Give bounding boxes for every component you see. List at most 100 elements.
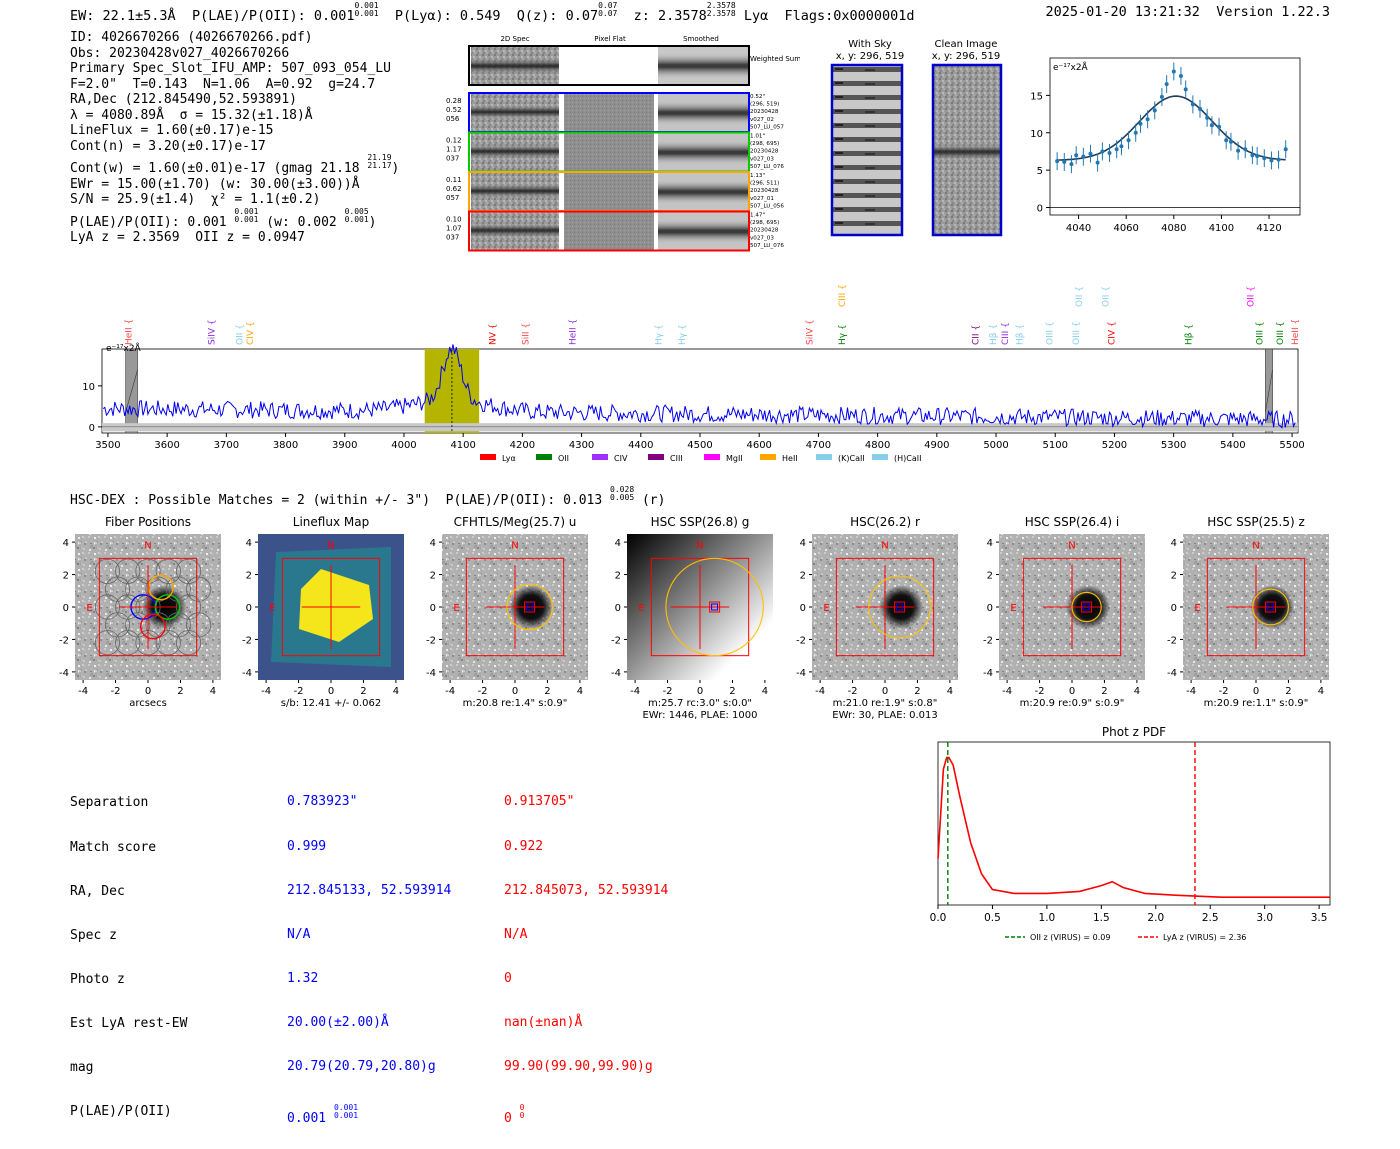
counterpart-box-blue xyxy=(711,603,719,611)
cutout-row-left-label: 0.10 xyxy=(446,216,462,224)
cutout-row-right-label: 507_LU_057 xyxy=(750,124,784,130)
cutout-row-left-label: 0.62 xyxy=(446,185,462,193)
panel-map-core xyxy=(299,569,373,642)
z-value: z: 2.3578 xyxy=(633,8,707,24)
counterpart-box-blue xyxy=(526,603,534,611)
y-tick-label: 2 xyxy=(1171,571,1177,582)
cutout-row-right-label: (298, 695) xyxy=(750,220,779,226)
info-radec: RA,Dec (212.845490,52.593891) xyxy=(70,92,297,107)
y-tick-label: 2 xyxy=(430,571,436,582)
emission-line-label: SiIV { xyxy=(207,319,217,345)
counterpart-box-blue xyxy=(1267,603,1275,611)
panel-title: HSC SSP(25.5) z xyxy=(1207,515,1305,529)
mask-hatch xyxy=(1265,369,1273,413)
x-tick-label: 0 xyxy=(145,686,151,697)
legend-swatch xyxy=(592,454,608,460)
fit-curve xyxy=(1057,95,1286,161)
panel-subtitle-2: EWr: 30, PLAE: 0.013 xyxy=(832,710,938,721)
info-primary: Primary Spec_Slot_IFU_AMP: 507_093_054_L… xyxy=(70,61,391,76)
compass-east: E xyxy=(823,603,829,614)
panel-subtitle: m:20.9 re:1.1" s:0.9" xyxy=(1204,698,1309,709)
legend-label: CIV xyxy=(614,454,628,463)
legend-label: (H)CaII xyxy=(894,454,921,463)
x-tick-label: -2 xyxy=(294,686,304,697)
legend-label: CIII xyxy=(670,454,683,463)
y-tick-label: -2 xyxy=(796,635,806,646)
fiber-circle xyxy=(145,576,171,602)
label-plae: P(LAE)/P(OII) xyxy=(70,1104,172,1120)
red-separation: 0.913705" xyxy=(504,794,575,810)
blue-radec: 212.845133, 52.593914 xyxy=(287,882,452,898)
data-point xyxy=(1262,156,1267,161)
x-tick-label: 3600 xyxy=(154,440,179,451)
data-point xyxy=(1209,123,1214,128)
y-tick-label: 0 xyxy=(89,423,95,434)
emission-line-label: CIV { xyxy=(1107,321,1117,345)
red-spec-z: N/A xyxy=(504,926,528,942)
legend-oii-label: OII z (VIRUS) = 0.09 xyxy=(1030,933,1110,942)
emission-line-label: OIII { xyxy=(1072,321,1082,345)
photz-curve xyxy=(937,756,1330,898)
cutout-row-left-label: 0.28 xyxy=(446,97,462,105)
compass-east: E xyxy=(86,603,92,614)
aperture-ellipse xyxy=(1252,588,1289,626)
search-box xyxy=(281,557,381,657)
cutout-row-left-label: 056 xyxy=(446,115,460,123)
y-tick-label: 0 xyxy=(246,603,252,614)
x-tick-label: 4 xyxy=(210,686,216,697)
data-point xyxy=(1062,159,1067,164)
data-point xyxy=(1243,147,1248,152)
image-panel: HSC SSP(25.5) z N E -4 -4 -2 -2 0 0 2 2 4 4 m:20.9 re… xyxy=(1167,515,1329,709)
legend-swatch xyxy=(536,454,552,460)
data-point xyxy=(1250,153,1255,158)
x-tick-label: 4200 xyxy=(510,440,535,451)
x-tick-label: -2 xyxy=(848,686,858,697)
data-point xyxy=(1269,158,1274,163)
data-point xyxy=(1217,124,1222,129)
cutout-row-right-label: v027_02 xyxy=(750,117,774,123)
x-tick-label: 2 xyxy=(177,686,183,697)
hsc-dex-summary: HSC-DEX : Possible Matches = 2 (within +… xyxy=(70,485,666,509)
x-tick-label: 5500 xyxy=(1279,440,1304,451)
x-tick-label: 2 xyxy=(1101,686,1107,697)
x-tick-label: 0 xyxy=(328,686,334,697)
y-tick-label: 4 xyxy=(1171,538,1177,549)
x-tick-label: 1.0 xyxy=(1039,912,1056,924)
panel-title: HSC SSP(26.4) i xyxy=(1025,515,1120,529)
detection-info: ID: 4026670266 (4026670266.pdf) Obs: 202… xyxy=(70,30,399,246)
aperture-ellipse xyxy=(868,575,931,639)
search-box xyxy=(465,557,565,657)
x-tick-label: -2 xyxy=(1035,686,1045,697)
x-tick-label: -4 xyxy=(630,686,640,697)
qz-value: Q(z): 0.07 xyxy=(516,8,599,24)
red-match-score: 0.922 xyxy=(504,838,544,854)
emission-line-label: OII { xyxy=(235,324,245,345)
panel-subtitle-2: EWr: 1446, PLAE: 1000 xyxy=(642,710,757,721)
counterpart-box-red xyxy=(1265,601,1277,613)
fiber-circle xyxy=(186,612,212,638)
label-mag: mag xyxy=(70,1059,94,1075)
spectrum-unit-label: e⁻¹⁷x2Å xyxy=(106,342,142,354)
x-tick-label: 2 xyxy=(544,686,550,697)
legend-label: HeII xyxy=(782,454,798,463)
search-box xyxy=(650,557,750,657)
image-panel: HSC(26.2) r N E -4 -4 -2 -2 0 0 2 2 4 4 m:21.0 re:1.9… xyxy=(796,515,958,721)
y-tick-label: -4 xyxy=(983,668,993,679)
blue-separation: 0.783923" xyxy=(287,794,358,810)
image-panel: Fiber Positions N E -4 -4 -2 -2 0 0 2 2 4 4 arcsecs xyxy=(59,515,221,709)
y-tick-label: 5 xyxy=(1037,166,1043,177)
info-lineflux: LineFlux = 1.60(±0.17)e-15 xyxy=(70,123,274,138)
fiber-circle xyxy=(115,558,141,584)
data-point xyxy=(1198,106,1202,111)
image-panel: Lineflux Map N E -4 -4 -2 -2 0 0 2 2 4 4 s/b: 12.41 +… xyxy=(242,515,404,709)
y-tick-label: 2 xyxy=(615,571,621,582)
y-tick-label: -2 xyxy=(426,635,436,646)
y-tick-label: 4 xyxy=(615,538,621,549)
blue-rest-ew: 20.00(±2.00)Å xyxy=(287,1014,389,1030)
legend-swatch xyxy=(816,454,832,460)
legend-swatch xyxy=(480,454,496,460)
cutout-row-right-label: (298, 695) xyxy=(750,141,779,147)
data-point xyxy=(1183,87,1188,92)
x-tick-label: 4080 xyxy=(1161,223,1186,234)
